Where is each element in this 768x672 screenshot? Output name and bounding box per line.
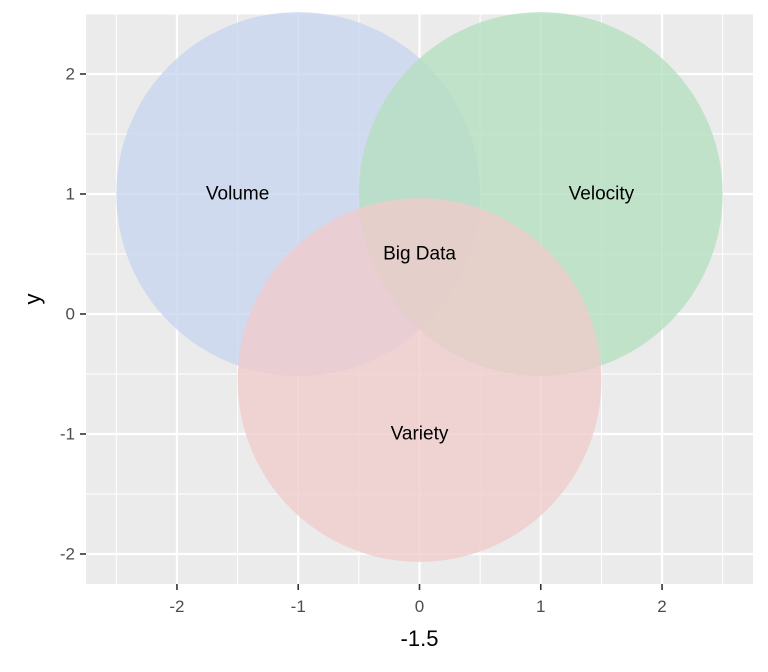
x-axis-title: -1.5 (401, 626, 439, 651)
y-tick-label: -2 (60, 545, 75, 564)
y-axis-title: y (20, 294, 45, 305)
y-tick-label: 1 (66, 185, 75, 204)
circle-variety (237, 198, 602, 562)
set-label-volume: Volume (206, 184, 269, 205)
x-tick-label: 0 (415, 597, 424, 616)
x-axis: -2 -1 0 1 2 (169, 584, 667, 616)
y-tick-label: 0 (66, 305, 75, 324)
set-label-variety: Variety (391, 424, 449, 445)
y-tick-label: 2 (66, 65, 75, 84)
set-label-velocity: Velocity (569, 184, 635, 205)
x-tick-label: -1 (291, 597, 306, 616)
x-tick-label: 2 (657, 597, 666, 616)
x-tick-label: -2 (169, 597, 184, 616)
y-tick-label: -1 (60, 425, 75, 444)
y-axis: -2 -1 0 1 2 (60, 65, 86, 564)
venn-circles (116, 12, 723, 562)
x-tick-label: 1 (536, 597, 545, 616)
venn-labels: Volume Velocity Variety Big Data (206, 184, 635, 445)
set-label-big-data: Big Data (383, 244, 456, 265)
